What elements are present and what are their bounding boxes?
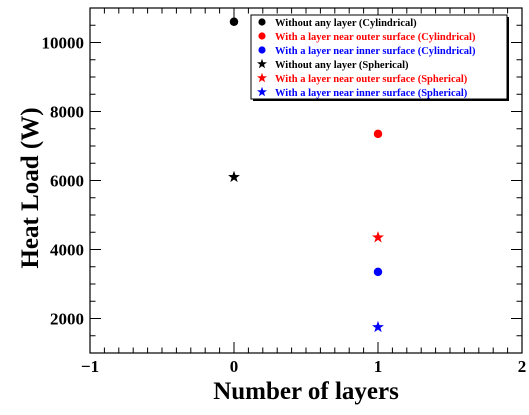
x-tick-label: −1 bbox=[81, 357, 99, 376]
legend-marker-series-0 bbox=[258, 18, 266, 26]
data-point-series-3 bbox=[228, 170, 240, 183]
data-point-series-5 bbox=[372, 320, 384, 333]
legend-label-series-4: With a layer near outer surface (Spheric… bbox=[275, 74, 468, 85]
data-point-series-1 bbox=[373, 129, 383, 139]
legend-label-series-1: With a layer near outer surface (Cylindr… bbox=[275, 32, 476, 43]
legend-marker-series-5 bbox=[257, 86, 267, 97]
legend-marker-series-3 bbox=[257, 58, 267, 69]
y-tick-label: 2000 bbox=[50, 310, 84, 329]
legend-label-series-3: Without any layer (Spherical) bbox=[275, 60, 409, 71]
data-point-series-4 bbox=[372, 231, 384, 243]
x-tick-label: 0 bbox=[230, 357, 239, 376]
data-point-series-2 bbox=[373, 267, 383, 277]
y-tick-label: 8000 bbox=[50, 103, 84, 122]
x-axis-title: Number of layers bbox=[213, 378, 399, 405]
legend-marker-series-2 bbox=[258, 46, 266, 54]
y-tick-label: 4000 bbox=[50, 241, 84, 260]
legend-label-series-0: Without any layer (Cylindrical) bbox=[275, 18, 417, 29]
y-axis-title: Heat Load (W) bbox=[17, 107, 44, 268]
legend-label-series-2: With a layer near inner surface (Cylindr… bbox=[275, 46, 476, 57]
legend-label-series-5: With a layer near inner surface (Spheric… bbox=[275, 88, 468, 99]
legend-marker-series-4 bbox=[257, 72, 267, 83]
y-tick-label: 6000 bbox=[50, 172, 84, 191]
legend-marker-series-1 bbox=[258, 32, 266, 40]
x-tick-label: 2 bbox=[518, 357, 527, 376]
x-tick-label: 1 bbox=[374, 357, 383, 376]
legend-box bbox=[250, 14, 508, 100]
data-point-series-0 bbox=[229, 17, 239, 27]
y-tick-label: 10000 bbox=[42, 34, 85, 53]
